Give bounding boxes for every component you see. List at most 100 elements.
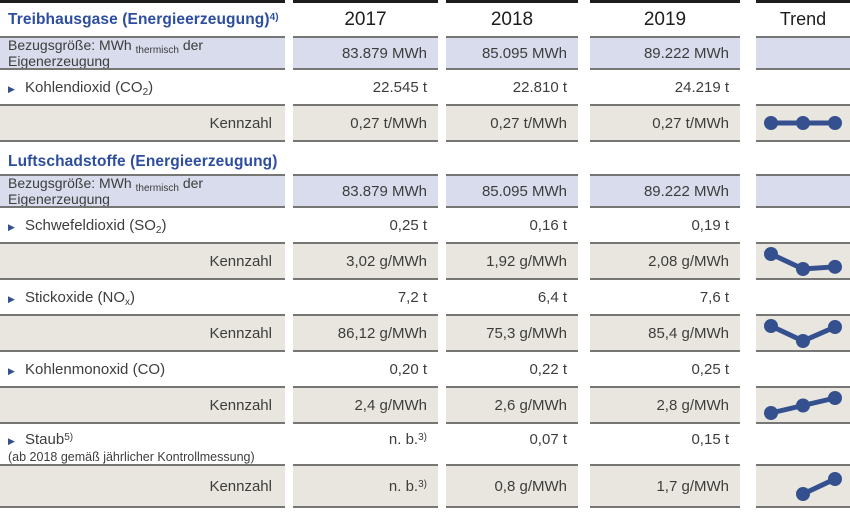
text-segment: 22.545 t <box>372 78 427 96</box>
row-label-wrap: ▶ Schwefeldioxid (SO2) <box>8 216 167 236</box>
value-text: 6,4 t <box>538 289 567 306</box>
value-text: 24.219 t <box>675 79 729 96</box>
value-cell: 0,27 t/MWh <box>590 106 740 142</box>
kennzahl-row-label: Kennzahl <box>0 466 285 508</box>
row-label-wrap: ▶ Kohlenmonoxid (CO) <box>8 361 165 378</box>
kennzahl-row-label: Kennzahl <box>0 106 285 142</box>
text-segment: Staub <box>25 431 65 448</box>
column-gap <box>285 388 293 424</box>
column-gap <box>285 280 293 316</box>
table-row-bezugsgroesse-1: Bezugsgröße: MWh thermisch der Eigenerze… <box>0 38 850 70</box>
footnote-mark: thermisch <box>135 45 179 56</box>
column-gap <box>438 150 446 176</box>
year-label: 2019 <box>643 8 687 30</box>
trend-cell <box>756 244 850 280</box>
triangle-bullet-icon: ▶ <box>8 83 15 94</box>
text-segment: 2,4 g/MWh <box>354 396 427 414</box>
column-gap <box>285 466 293 508</box>
text-segment: 0,19 t <box>691 216 729 234</box>
text-segment: Kohlenmonoxid (CO) <box>25 360 166 378</box>
value-cell: 1,92 g/MWh <box>446 244 578 280</box>
table-row-kennzahl-schwefeldioxid: Kennzahl 3,02 g/MWh 1,92 g/MWh 2,08 g/MWh <box>0 244 850 280</box>
trend-cell-empty <box>756 176 850 208</box>
kennzahl-label-text: Kennzahl <box>209 324 272 342</box>
value-cell: 85.095 MWh <box>446 38 578 70</box>
value-cell: 85,4 g/MWh <box>590 316 740 352</box>
empty-cell <box>756 150 850 176</box>
value-text: 22.810 t <box>513 79 567 96</box>
value-text: 0,25 t <box>691 361 729 378</box>
column-gap <box>740 280 756 316</box>
value-text: 89.222 MWh <box>644 45 729 62</box>
text-segment: 0,22 t <box>529 360 567 378</box>
value-cell: 2,4 g/MWh <box>293 388 438 424</box>
trend-cell-empty <box>756 208 850 244</box>
text-segment: Bezugsgröße: MWh <box>8 176 136 191</box>
column-gap <box>285 106 293 142</box>
value-cell: 85.095 MWh <box>446 176 578 208</box>
column-gap <box>740 466 756 508</box>
value-cell: n. b.3) <box>293 424 438 466</box>
row-label: ▶ Staub5) (ab 2018 gemäß jährlicher Kontro… <box>0 424 285 466</box>
column-gap <box>438 70 446 106</box>
table-row-staub: ▶ Staub5) (ab 2018 gemäß jährlicher Kontro… <box>0 424 850 466</box>
section-title-text: Luftschadstoffe (Energieerzeugung) <box>8 153 278 171</box>
column-gap <box>578 316 590 352</box>
row-label-text: ▶ Kohlenmonoxid (CO) <box>8 361 165 378</box>
value-text: 85.095 MWh <box>482 45 567 62</box>
text-segment: 0,16 t <box>529 216 567 234</box>
column-gap <box>740 352 756 388</box>
column-gap <box>578 150 590 176</box>
value-cell: 86,12 g/MWh <box>293 316 438 352</box>
text-segment: 83.879 MWh <box>341 44 427 62</box>
value-text: 0,22 t <box>529 361 567 378</box>
value-text: 83.879 MWh <box>342 183 427 200</box>
value-text: 86,12 g/MWh <box>338 325 427 342</box>
trend-point <box>764 116 778 130</box>
table-row-kennzahl-stickoxide: Kennzahl 86,12 g/MWh 75,3 g/MWh 85,4 g/MWh <box>0 316 850 352</box>
text-segment: 2,6 g/MWh <box>494 396 567 414</box>
text-segment: 2,08 g/MWh <box>648 252 729 270</box>
value-text: 0,07 t <box>529 431 567 448</box>
value-text: 0,15 t <box>691 431 729 448</box>
text-segment: 22.810 t <box>512 78 567 96</box>
footnote-mark: x <box>125 296 131 308</box>
row-label: ▶ Schwefeldioxid (SO2) <box>0 208 285 244</box>
row-label-note: (ab 2018 gemäß jährlicher Kontrollmessun… <box>8 450 255 464</box>
footnote-mark: thermisch <box>135 183 179 194</box>
text-segment: 75,3 g/MWh <box>486 324 567 342</box>
value-text: 0,16 t <box>529 217 567 234</box>
value-cell: 22.545 t <box>293 70 438 106</box>
value-text: n. b.3) <box>389 431 427 448</box>
trend-point <box>796 334 810 348</box>
column-gap <box>740 388 756 424</box>
row-label-text: Bezugsgröße: MWh thermisch der Eigenerze… <box>8 38 285 68</box>
trend-cell <box>756 466 850 508</box>
kennzahl-label-text: Kennzahl <box>209 114 272 132</box>
column-gap <box>438 38 446 70</box>
row-label-text: Bezugsgröße: MWh thermisch der Eigenerze… <box>8 176 285 206</box>
row-label-text: ▶ Schwefeldioxid (SO2) <box>8 216 167 236</box>
year-label: 2018 <box>490 8 534 30</box>
footnote-mark: 2 <box>142 86 149 98</box>
trend-point <box>828 259 842 274</box>
footnote-mark: 3) <box>418 478 427 490</box>
value-text: 85,4 g/MWh <box>648 325 729 342</box>
trend-point <box>828 472 842 486</box>
value-text: 0,27 t/MWh <box>490 115 567 132</box>
year-column-header-2018: 2018 <box>446 0 578 38</box>
value-cell: 3,02 g/MWh <box>293 244 438 280</box>
value-cell: 0,25 t <box>293 208 438 244</box>
row-label: ▶ Kohlendioxid (CO2) <box>0 70 285 106</box>
value-cell: 83.879 MWh <box>293 38 438 70</box>
value-text: 1,92 g/MWh <box>486 253 567 270</box>
text-segment: ) <box>161 216 167 234</box>
column-gap <box>285 150 293 176</box>
value-text: 2,4 g/MWh <box>354 397 427 414</box>
value-text: 83.879 MWh <box>342 45 427 62</box>
trend-cell-empty <box>756 352 850 388</box>
value-text: 0,25 t <box>389 217 427 234</box>
table-row-kennzahl-staub: Kennzahl n. b.3) 0,8 g/MWh 1,7 g/MWh <box>0 466 850 508</box>
column-gap <box>438 208 446 244</box>
